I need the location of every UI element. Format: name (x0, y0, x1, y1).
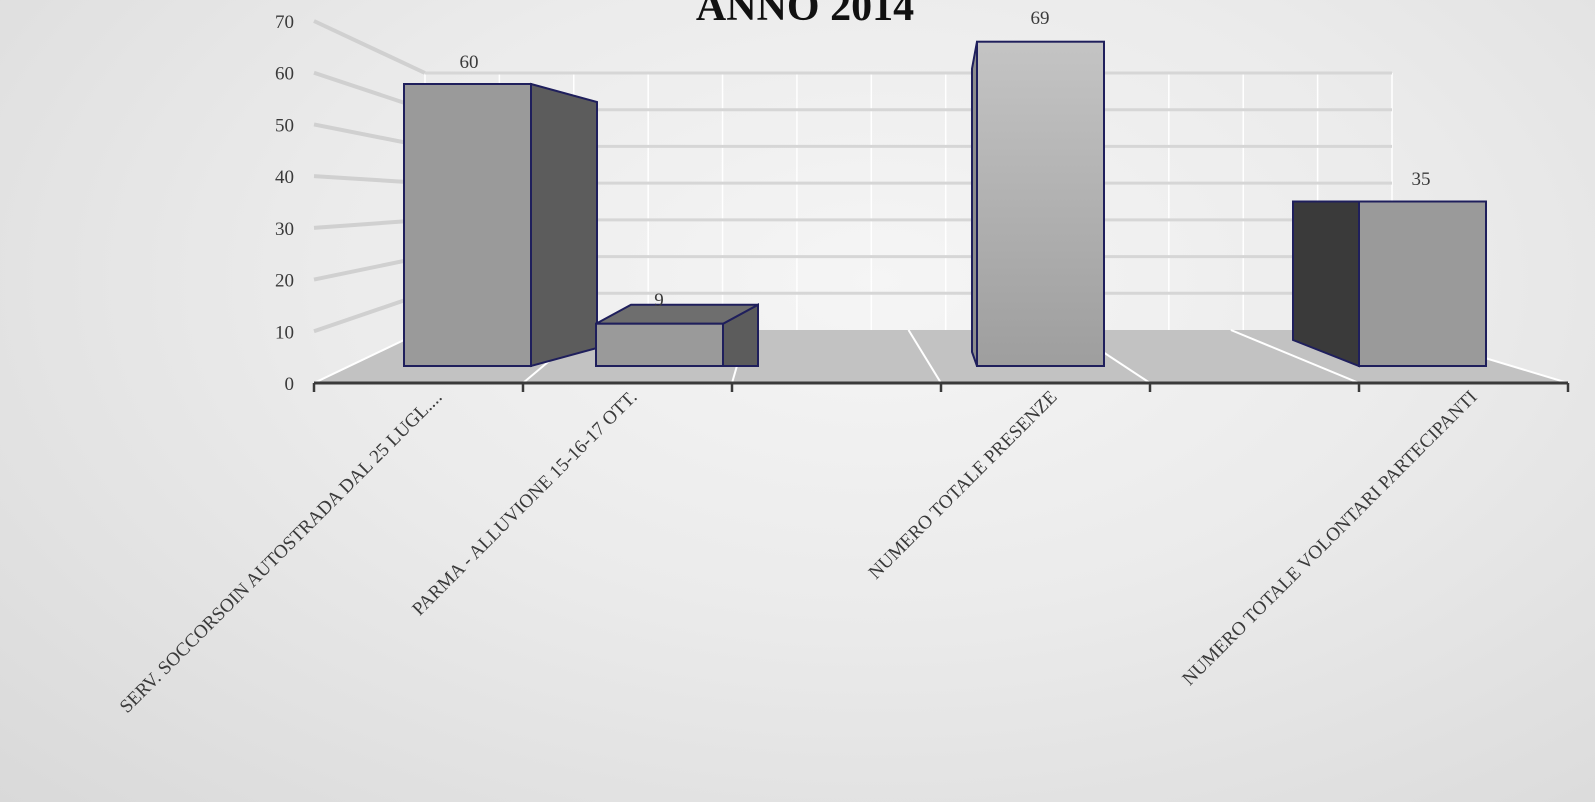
data-label: 60 (460, 52, 479, 73)
y-tick-label: 40 (275, 167, 294, 188)
y-tick-label: 60 (275, 64, 294, 85)
bar (403, 82, 598, 368)
side-gridline (313, 19, 426, 75)
bar-front-face (976, 40, 1105, 367)
y-tick-label: 30 (275, 219, 294, 240)
category-label: SERV. SOCCORSOIN AUTOSTRADA DAL 25 LUGL.… (116, 387, 447, 718)
category-label: PARMA - ALLUVIONE 15-16-17 OTT. (408, 387, 641, 620)
y-tick-label: 50 (275, 115, 294, 136)
y-tick-label: 0 (285, 374, 295, 395)
bar (595, 303, 759, 368)
bar (1292, 200, 1487, 368)
y-tick-label: 10 (275, 322, 294, 343)
bar-front-face (403, 83, 532, 367)
bar-side-face (530, 82, 598, 368)
bar-front-face (595, 322, 724, 368)
chart-title: ANNO 2014 (696, 0, 914, 30)
bar-side-face (1292, 200, 1360, 368)
category-label: NUMERO TOTALE PRESENZE (865, 387, 1062, 584)
data-label: 35 (1412, 169, 1431, 190)
floor-gridline (907, 329, 942, 384)
category-label: NUMERO TOTALE VOLONTARI PARTECIPANTI (1178, 387, 1481, 690)
bar-front-face (1358, 200, 1487, 367)
floor-gridline (1230, 329, 1360, 384)
bar (971, 40, 1105, 367)
y-tick-label: 70 (275, 12, 294, 33)
y-tick-label: 20 (275, 271, 294, 292)
data-label: 9 (654, 290, 664, 311)
data-label: 69 (1031, 8, 1050, 29)
